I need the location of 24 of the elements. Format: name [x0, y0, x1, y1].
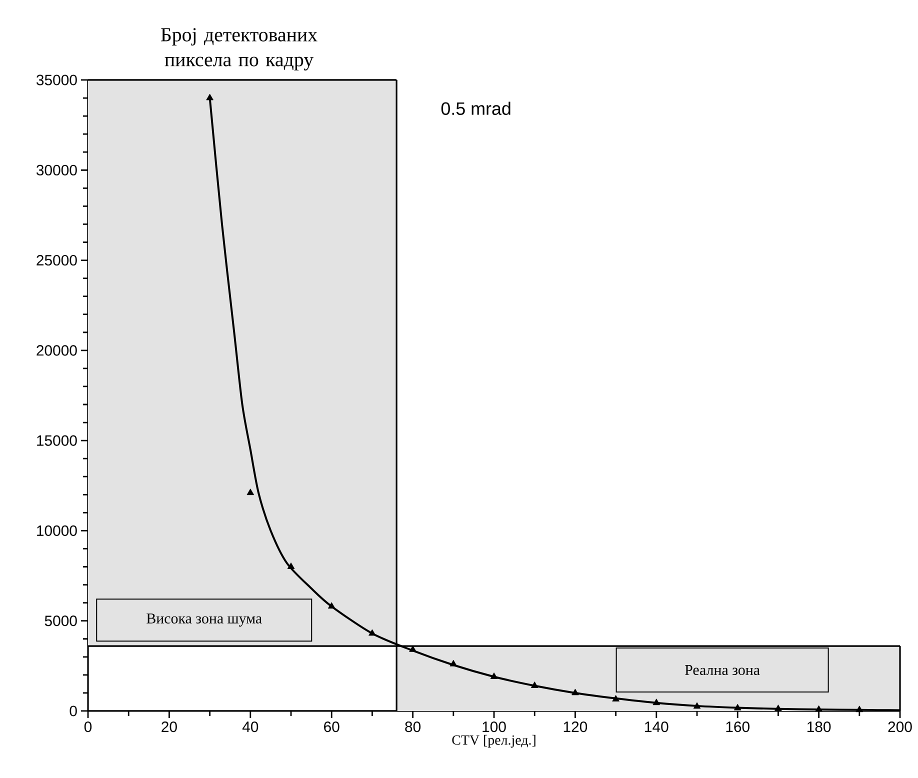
- x-tick-label: 20: [162, 722, 177, 732]
- y-tick-label: 20000: [36, 345, 77, 356]
- y-tick-label: 30000: [36, 164, 77, 176]
- y-tick-label: 5000: [44, 616, 77, 626]
- y-axis-title: Број детектованих пиксела по кадру: [160, 28, 318, 70]
- annotation: 0.5 mrad: [441, 102, 510, 115]
- y-tick-label: 10000: [37, 525, 77, 536]
- x-axis-title: CTV [рел.јед.]: [452, 734, 536, 748]
- band-label: Реална зона: [685, 665, 760, 675]
- y-tick-label: 35000: [36, 74, 77, 86]
- x-tick-label: 160: [726, 722, 750, 732]
- x-tick-label: 40: [242, 722, 258, 732]
- x-tick-label: 80: [405, 722, 421, 732]
- x-tick-label: 200: [888, 722, 912, 732]
- x-tick-label: 100: [482, 722, 506, 732]
- x-tick-label: 140: [645, 722, 668, 732]
- x-tick-label: 60: [324, 722, 340, 732]
- band-label: Висока зона шума: [146, 614, 262, 627]
- y-tick-label: 15000: [37, 435, 77, 446]
- y-tick-label: 0: [70, 706, 77, 716]
- x-tick-label: 120: [564, 722, 588, 732]
- y-tick-label: 25000: [36, 254, 77, 266]
- x-tick-label: 180: [807, 722, 831, 732]
- x-tick-label: 0: [84, 722, 92, 732]
